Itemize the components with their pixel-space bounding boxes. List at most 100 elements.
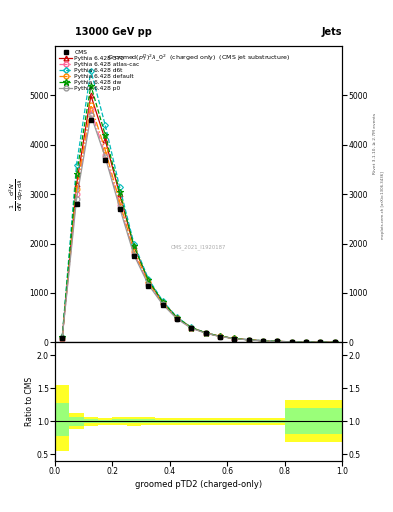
Pythia 6.428 370: [304, 339, 309, 345]
Pythia 6.428 d6t: [160, 298, 165, 304]
Pythia 6.428 p0: [218, 333, 222, 339]
Pythia 6.428 atlas-cac: [88, 107, 93, 113]
Pythia 6.428 atlas-cac: [246, 337, 251, 343]
Pythia 6.428 atlas-cac: [275, 338, 280, 345]
Pythia 6.428 atlas-cac: [232, 335, 237, 342]
Pythia 6.428 p0: [160, 302, 165, 308]
Pythia 6.428 p0: [304, 339, 309, 345]
Pythia 6.428 d6t: [203, 330, 208, 336]
Pythia 6.428 default: [232, 335, 237, 342]
Pythia 6.428 370: [174, 314, 179, 321]
Line: Pythia 6.428 d6t: Pythia 6.428 d6t: [60, 69, 337, 345]
Pythia 6.428 atlas-cac: [103, 152, 108, 158]
Pythia 6.428 atlas-cac: [218, 333, 222, 339]
Pythia 6.428 p0: [60, 335, 64, 341]
Pythia 6.428 d6t: [232, 335, 237, 342]
Pythia 6.428 dw: [189, 325, 194, 331]
Y-axis label: $\frac{1}{\mathrm{d}N}\,\frac{\mathrm{d}^2N}{\mathrm{d}p_T\,\mathrm{d}\lambda}$: $\frac{1}{\mathrm{d}N}\,\frac{\mathrm{d}…: [8, 178, 26, 210]
Pythia 6.428 atlas-cac: [304, 339, 309, 345]
Pythia 6.428 default: [304, 339, 309, 345]
Pythia 6.428 default: [132, 248, 136, 254]
Pythia 6.428 p0: [117, 204, 122, 210]
Pythia 6.428 370: [318, 339, 323, 345]
Pythia 6.428 370: [88, 92, 93, 98]
Pythia 6.428 370: [146, 277, 151, 283]
Pythia 6.428 dw: [117, 188, 122, 195]
Pythia 6.428 dw: [261, 338, 265, 344]
Text: Groomed$(p_T^D)^2\lambda\_0^2$  (charged only)  (CMS jet substructure): Groomed$(p_T^D)^2\lambda\_0^2$ (charged …: [107, 52, 290, 62]
Pythia 6.428 default: [318, 339, 323, 345]
Pythia 6.428 dw: [218, 333, 222, 339]
Pythia 6.428 dw: [246, 337, 251, 343]
Pythia 6.428 d6t: [146, 275, 151, 282]
Pythia 6.428 d6t: [189, 324, 194, 330]
Pythia 6.428 370: [289, 339, 294, 345]
Pythia 6.428 dw: [88, 82, 93, 89]
Pythia 6.428 d6t: [318, 339, 323, 345]
Pythia 6.428 370: [261, 338, 265, 344]
Pythia 6.428 p0: [275, 338, 280, 345]
Pythia 6.428 d6t: [174, 314, 179, 320]
Line: Pythia 6.428 370: Pythia 6.428 370: [60, 93, 337, 345]
Pythia 6.428 dw: [132, 243, 136, 249]
Text: Jets: Jets: [321, 27, 342, 37]
Pythia 6.428 default: [160, 300, 165, 306]
Pythia 6.428 atlas-cac: [332, 339, 337, 345]
Text: mcplots.cern.ch [arXiv:1306.3436]: mcplots.cern.ch [arXiv:1306.3436]: [381, 171, 385, 239]
Pythia 6.428 default: [88, 102, 93, 109]
Pythia 6.428 d6t: [275, 338, 280, 345]
CMS: [218, 333, 222, 339]
CMS: [232, 335, 237, 342]
Pythia 6.428 p0: [232, 335, 237, 342]
Pythia 6.428 default: [74, 186, 79, 193]
Pythia 6.428 d6t: [88, 68, 93, 74]
Pythia 6.428 370: [103, 137, 108, 143]
Pythia 6.428 default: [60, 335, 64, 341]
Pythia 6.428 p0: [289, 339, 294, 345]
Pythia 6.428 d6t: [246, 337, 251, 343]
Pythia 6.428 d6t: [103, 122, 108, 128]
Pythia 6.428 default: [275, 338, 280, 345]
Pythia 6.428 atlas-cac: [132, 250, 136, 257]
Pythia 6.428 p0: [261, 338, 265, 344]
Pythia 6.428 atlas-cac: [146, 280, 151, 286]
CMS: [60, 335, 64, 342]
CMS: [289, 339, 294, 345]
Pythia 6.428 p0: [189, 325, 194, 331]
Pythia 6.428 d6t: [60, 334, 64, 340]
Pythia 6.428 default: [332, 339, 337, 345]
CMS: [332, 339, 337, 345]
CMS: [189, 325, 194, 331]
CMS: [103, 157, 108, 163]
Pythia 6.428 370: [117, 191, 122, 197]
Pythia 6.428 d6t: [74, 161, 79, 167]
Pythia 6.428 370: [189, 325, 194, 331]
Text: Rivet 3.1.10, ≥ 2.7M events: Rivet 3.1.10, ≥ 2.7M events: [373, 113, 377, 174]
X-axis label: groomed pTD2 (charged-only): groomed pTD2 (charged-only): [135, 480, 262, 489]
CMS: [117, 206, 122, 212]
Pythia 6.428 atlas-cac: [189, 325, 194, 331]
Pythia 6.428 dw: [146, 277, 151, 283]
Pythia 6.428 d6t: [117, 184, 122, 190]
Pythia 6.428 default: [289, 339, 294, 345]
Pythia 6.428 370: [160, 299, 165, 305]
Pythia 6.428 atlas-cac: [261, 338, 265, 344]
Pythia 6.428 p0: [146, 282, 151, 288]
Pythia 6.428 p0: [246, 337, 251, 343]
CMS: [318, 339, 323, 345]
Pythia 6.428 370: [246, 337, 251, 343]
Y-axis label: Ratio to CMS: Ratio to CMS: [25, 377, 34, 426]
Pythia 6.428 dw: [103, 132, 108, 138]
CMS: [246, 337, 251, 343]
Pythia 6.428 370: [132, 243, 136, 249]
Pythia 6.428 dw: [275, 338, 280, 345]
Pythia 6.428 d6t: [218, 333, 222, 339]
Pythia 6.428 atlas-cac: [174, 315, 179, 322]
Pythia 6.428 atlas-cac: [318, 339, 323, 345]
Pythia 6.428 default: [146, 279, 151, 285]
Pythia 6.428 p0: [74, 196, 79, 202]
Legend: CMS, Pythia 6.428 370, Pythia 6.428 atlas-cac, Pythia 6.428 d6t, Pythia 6.428 de: CMS, Pythia 6.428 370, Pythia 6.428 atla…: [57, 48, 142, 93]
Line: Pythia 6.428 atlas-cac: Pythia 6.428 atlas-cac: [60, 108, 337, 345]
Pythia 6.428 atlas-cac: [60, 335, 64, 341]
Pythia 6.428 p0: [332, 339, 337, 345]
